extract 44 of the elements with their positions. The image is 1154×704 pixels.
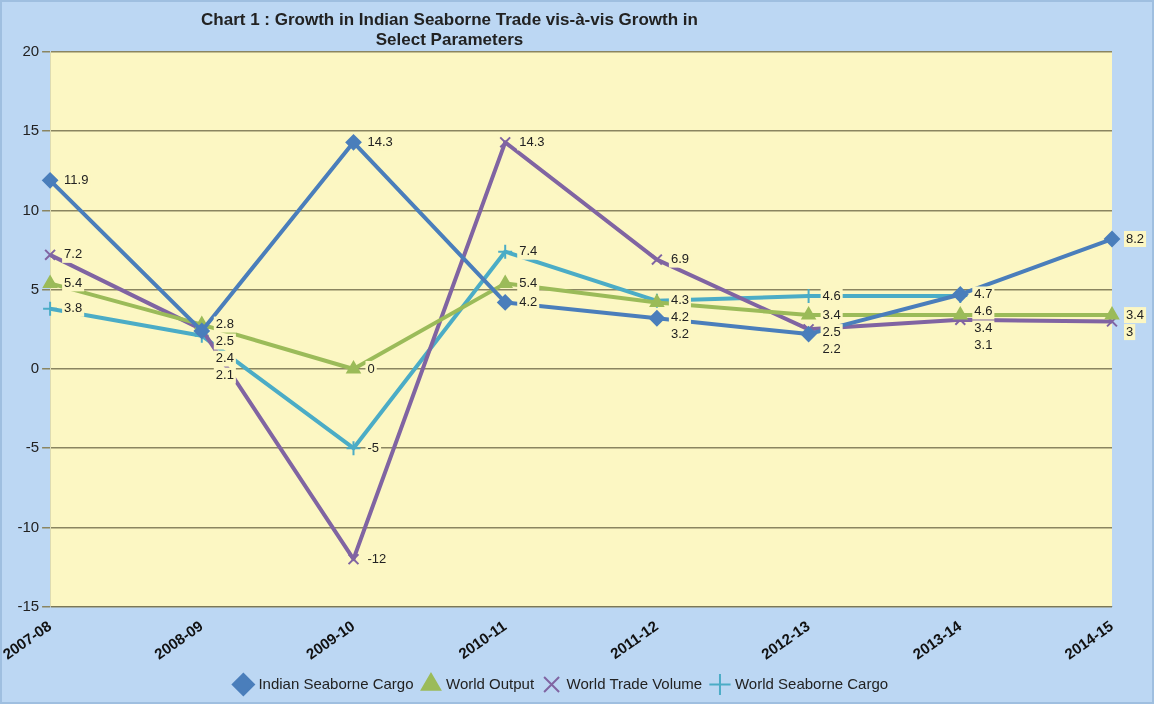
y-tick-label: 15	[22, 121, 40, 139]
y-tick-label: -15	[17, 596, 40, 614]
data-label: 7.4	[519, 243, 538, 259]
data-label: 2.2	[822, 340, 841, 356]
data-label: 2.5	[822, 323, 841, 339]
data-label: 3.8	[64, 300, 83, 316]
data-label: 2.1	[215, 367, 234, 383]
legend-label: World Seaborne Cargo	[734, 674, 889, 692]
data-label: -12	[367, 550, 387, 566]
data-label: 8.2	[1126, 230, 1145, 246]
data-label: 4.3	[670, 292, 689, 308]
data-label: 3.1	[974, 337, 993, 353]
data-label: 5.4	[64, 274, 83, 290]
data-label: 4.6	[822, 287, 841, 303]
legend-label: World Output	[445, 674, 535, 692]
data-label: 4.2	[519, 293, 538, 309]
data-label: 5.4	[519, 274, 538, 290]
data-label: 14.3	[519, 133, 545, 149]
data-label: 2.4	[215, 350, 234, 366]
data-label: 0	[367, 360, 375, 376]
y-tick-label: -5	[25, 438, 40, 456]
data-label: 3.4	[822, 306, 841, 322]
data-label: 4.6	[974, 303, 993, 319]
data-label: -5	[367, 439, 380, 455]
y-tick-label: 0	[30, 359, 40, 377]
data-label: 3.2	[670, 326, 689, 342]
data-label: 3.4	[1126, 306, 1145, 322]
data-label: 4.7	[974, 286, 993, 302]
y-tick-label: 10	[22, 200, 40, 218]
y-tick-label: 5	[30, 279, 40, 297]
legend-label: Indian Seaborne Cargo	[258, 674, 414, 692]
chart-title: Chart 1 : Growth in Indian Seaborne Trade vis-à-vis Growth in Select Parameters	[200, 9, 699, 51]
data-label: 2.5	[215, 333, 234, 349]
data-label: 11.9	[64, 171, 89, 187]
data-label: 6.9	[670, 251, 689, 267]
data-label: 7.2	[64, 246, 83, 262]
data-label: 4.2	[670, 309, 689, 325]
data-label: 3.4	[974, 320, 993, 336]
legend-label: World Trade Volume	[566, 674, 703, 692]
data-label: 14.3	[367, 133, 393, 149]
y-tick-label: 20	[22, 42, 40, 60]
data-label: 3	[1126, 323, 1134, 339]
data-label: 2.8	[215, 316, 234, 332]
y-tick-label: -10	[17, 517, 40, 535]
